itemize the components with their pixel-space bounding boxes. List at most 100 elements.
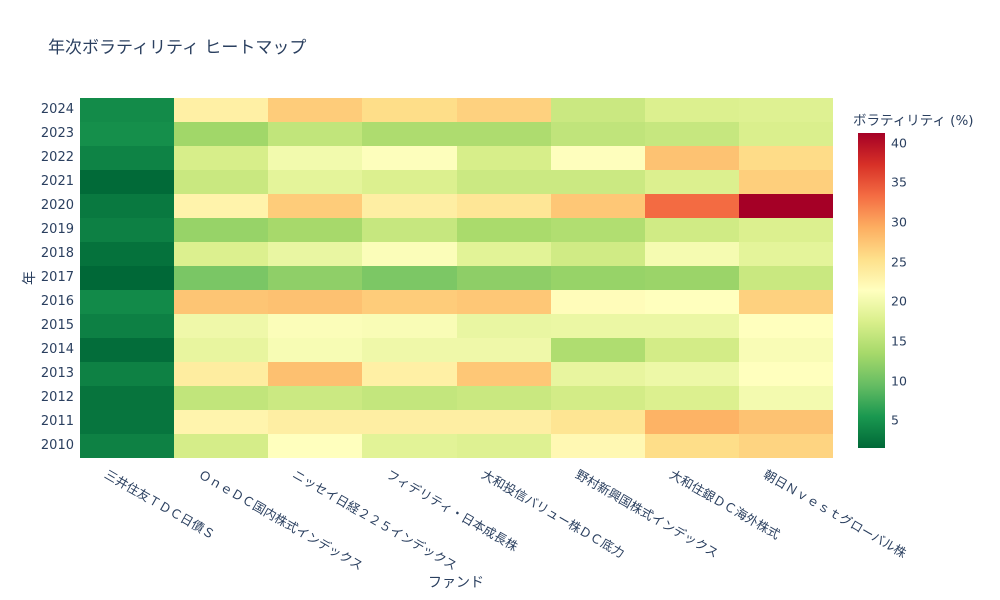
heatmap-cell[interactable] [80, 98, 175, 122]
heatmap-cell[interactable] [738, 122, 833, 146]
heatmap-cell[interactable] [550, 338, 645, 362]
heatmap-cell[interactable] [268, 362, 363, 386]
heatmap-cell[interactable] [644, 266, 739, 290]
heatmap-cell[interactable] [268, 170, 363, 194]
heatmap-cell[interactable] [550, 170, 645, 194]
heatmap-cell[interactable] [738, 338, 833, 362]
heatmap-cell[interactable] [644, 314, 739, 338]
heatmap-cell[interactable] [550, 218, 645, 242]
heatmap-cell[interactable] [174, 266, 269, 290]
heatmap-cell[interactable] [174, 218, 269, 242]
heatmap-cell[interactable] [80, 338, 175, 362]
heatmap-cell[interactable] [80, 290, 175, 314]
heatmap-cell[interactable] [550, 362, 645, 386]
heatmap-cell[interactable] [80, 122, 175, 146]
heatmap-cell[interactable] [738, 314, 833, 338]
heatmap-cell[interactable] [738, 194, 833, 218]
heatmap-cell[interactable] [362, 314, 457, 338]
heatmap-cell[interactable] [456, 122, 551, 146]
heatmap-cell[interactable] [362, 146, 457, 170]
heatmap-cell[interactable] [738, 410, 833, 434]
heatmap-cell[interactable] [738, 266, 833, 290]
heatmap-cell[interactable] [174, 386, 269, 410]
heatmap-cell[interactable] [644, 386, 739, 410]
heatmap-cell[interactable] [644, 194, 739, 218]
heatmap-cell[interactable] [80, 362, 175, 386]
heatmap-cell[interactable] [268, 122, 363, 146]
heatmap-cell[interactable] [456, 410, 551, 434]
heatmap-cell[interactable] [456, 386, 551, 410]
heatmap-cell[interactable] [174, 146, 269, 170]
heatmap-cell[interactable] [80, 170, 175, 194]
heatmap-cell[interactable] [362, 290, 457, 314]
heatmap-cell[interactable] [268, 146, 363, 170]
heatmap-cell[interactable] [362, 98, 457, 122]
heatmap-cell[interactable] [644, 170, 739, 194]
heatmap-cell[interactable] [644, 290, 739, 314]
heatmap-cell[interactable] [550, 194, 645, 218]
heatmap-cell[interactable] [268, 314, 363, 338]
heatmap-cell[interactable] [362, 194, 457, 218]
heatmap-cell[interactable] [456, 194, 551, 218]
heatmap-cell[interactable] [362, 122, 457, 146]
heatmap-cell[interactable] [456, 314, 551, 338]
heatmap-cell[interactable] [268, 410, 363, 434]
heatmap-cell[interactable] [456, 266, 551, 290]
heatmap-cell[interactable] [738, 218, 833, 242]
heatmap-cell[interactable] [362, 386, 457, 410]
heatmap-cell[interactable] [738, 170, 833, 194]
heatmap-cell[interactable] [738, 434, 833, 458]
heatmap-cell[interactable] [362, 218, 457, 242]
heatmap-cell[interactable] [644, 410, 739, 434]
heatmap-cell[interactable] [268, 266, 363, 290]
heatmap-cell[interactable] [80, 266, 175, 290]
heatmap-cell[interactable] [174, 314, 269, 338]
heatmap-cell[interactable] [550, 314, 645, 338]
heatmap-cell[interactable] [644, 146, 739, 170]
heatmap-cell[interactable] [550, 98, 645, 122]
heatmap-cell[interactable] [550, 122, 645, 146]
heatmap-cell[interactable] [456, 434, 551, 458]
heatmap-cell[interactable] [80, 410, 175, 434]
heatmap-cell[interactable] [268, 338, 363, 362]
heatmap-cell[interactable] [456, 170, 551, 194]
heatmap-cell[interactable] [174, 242, 269, 266]
heatmap-cell[interactable] [456, 98, 551, 122]
heatmap-cell[interactable] [174, 338, 269, 362]
heatmap-cell[interactable] [174, 194, 269, 218]
heatmap-cell[interactable] [80, 242, 175, 266]
heatmap-cell[interactable] [738, 362, 833, 386]
heatmap-cell[interactable] [456, 218, 551, 242]
heatmap-cell[interactable] [362, 242, 457, 266]
heatmap-cell[interactable] [644, 122, 739, 146]
heatmap-cell[interactable] [644, 362, 739, 386]
heatmap-cell[interactable] [456, 290, 551, 314]
heatmap-cell[interactable] [174, 170, 269, 194]
heatmap-cell[interactable] [268, 242, 363, 266]
heatmap-cell[interactable] [268, 194, 363, 218]
heatmap-cell[interactable] [738, 386, 833, 410]
heatmap-cell[interactable] [738, 290, 833, 314]
heatmap-cell[interactable] [644, 338, 739, 362]
heatmap-cell[interactable] [550, 410, 645, 434]
heatmap-cell[interactable] [550, 146, 645, 170]
heatmap-cell[interactable] [174, 98, 269, 122]
heatmap-cell[interactable] [80, 434, 175, 458]
heatmap-cell[interactable] [644, 434, 739, 458]
heatmap-cell[interactable] [80, 146, 175, 170]
heatmap-cell[interactable] [550, 290, 645, 314]
heatmap-cell[interactable] [550, 386, 645, 410]
heatmap-cell[interactable] [80, 194, 175, 218]
heatmap-cell[interactable] [268, 386, 363, 410]
heatmap-cell[interactable] [80, 386, 175, 410]
heatmap-cell[interactable] [362, 170, 457, 194]
heatmap-cell[interactable] [362, 266, 457, 290]
heatmap-cell[interactable] [738, 146, 833, 170]
heatmap-cell[interactable] [550, 242, 645, 266]
heatmap-cell[interactable] [174, 290, 269, 314]
heatmap-cell[interactable] [268, 434, 363, 458]
heatmap-cell[interactable] [550, 434, 645, 458]
heatmap-cell[interactable] [362, 362, 457, 386]
heatmap-cell[interactable] [80, 218, 175, 242]
heatmap-cell[interactable] [644, 218, 739, 242]
